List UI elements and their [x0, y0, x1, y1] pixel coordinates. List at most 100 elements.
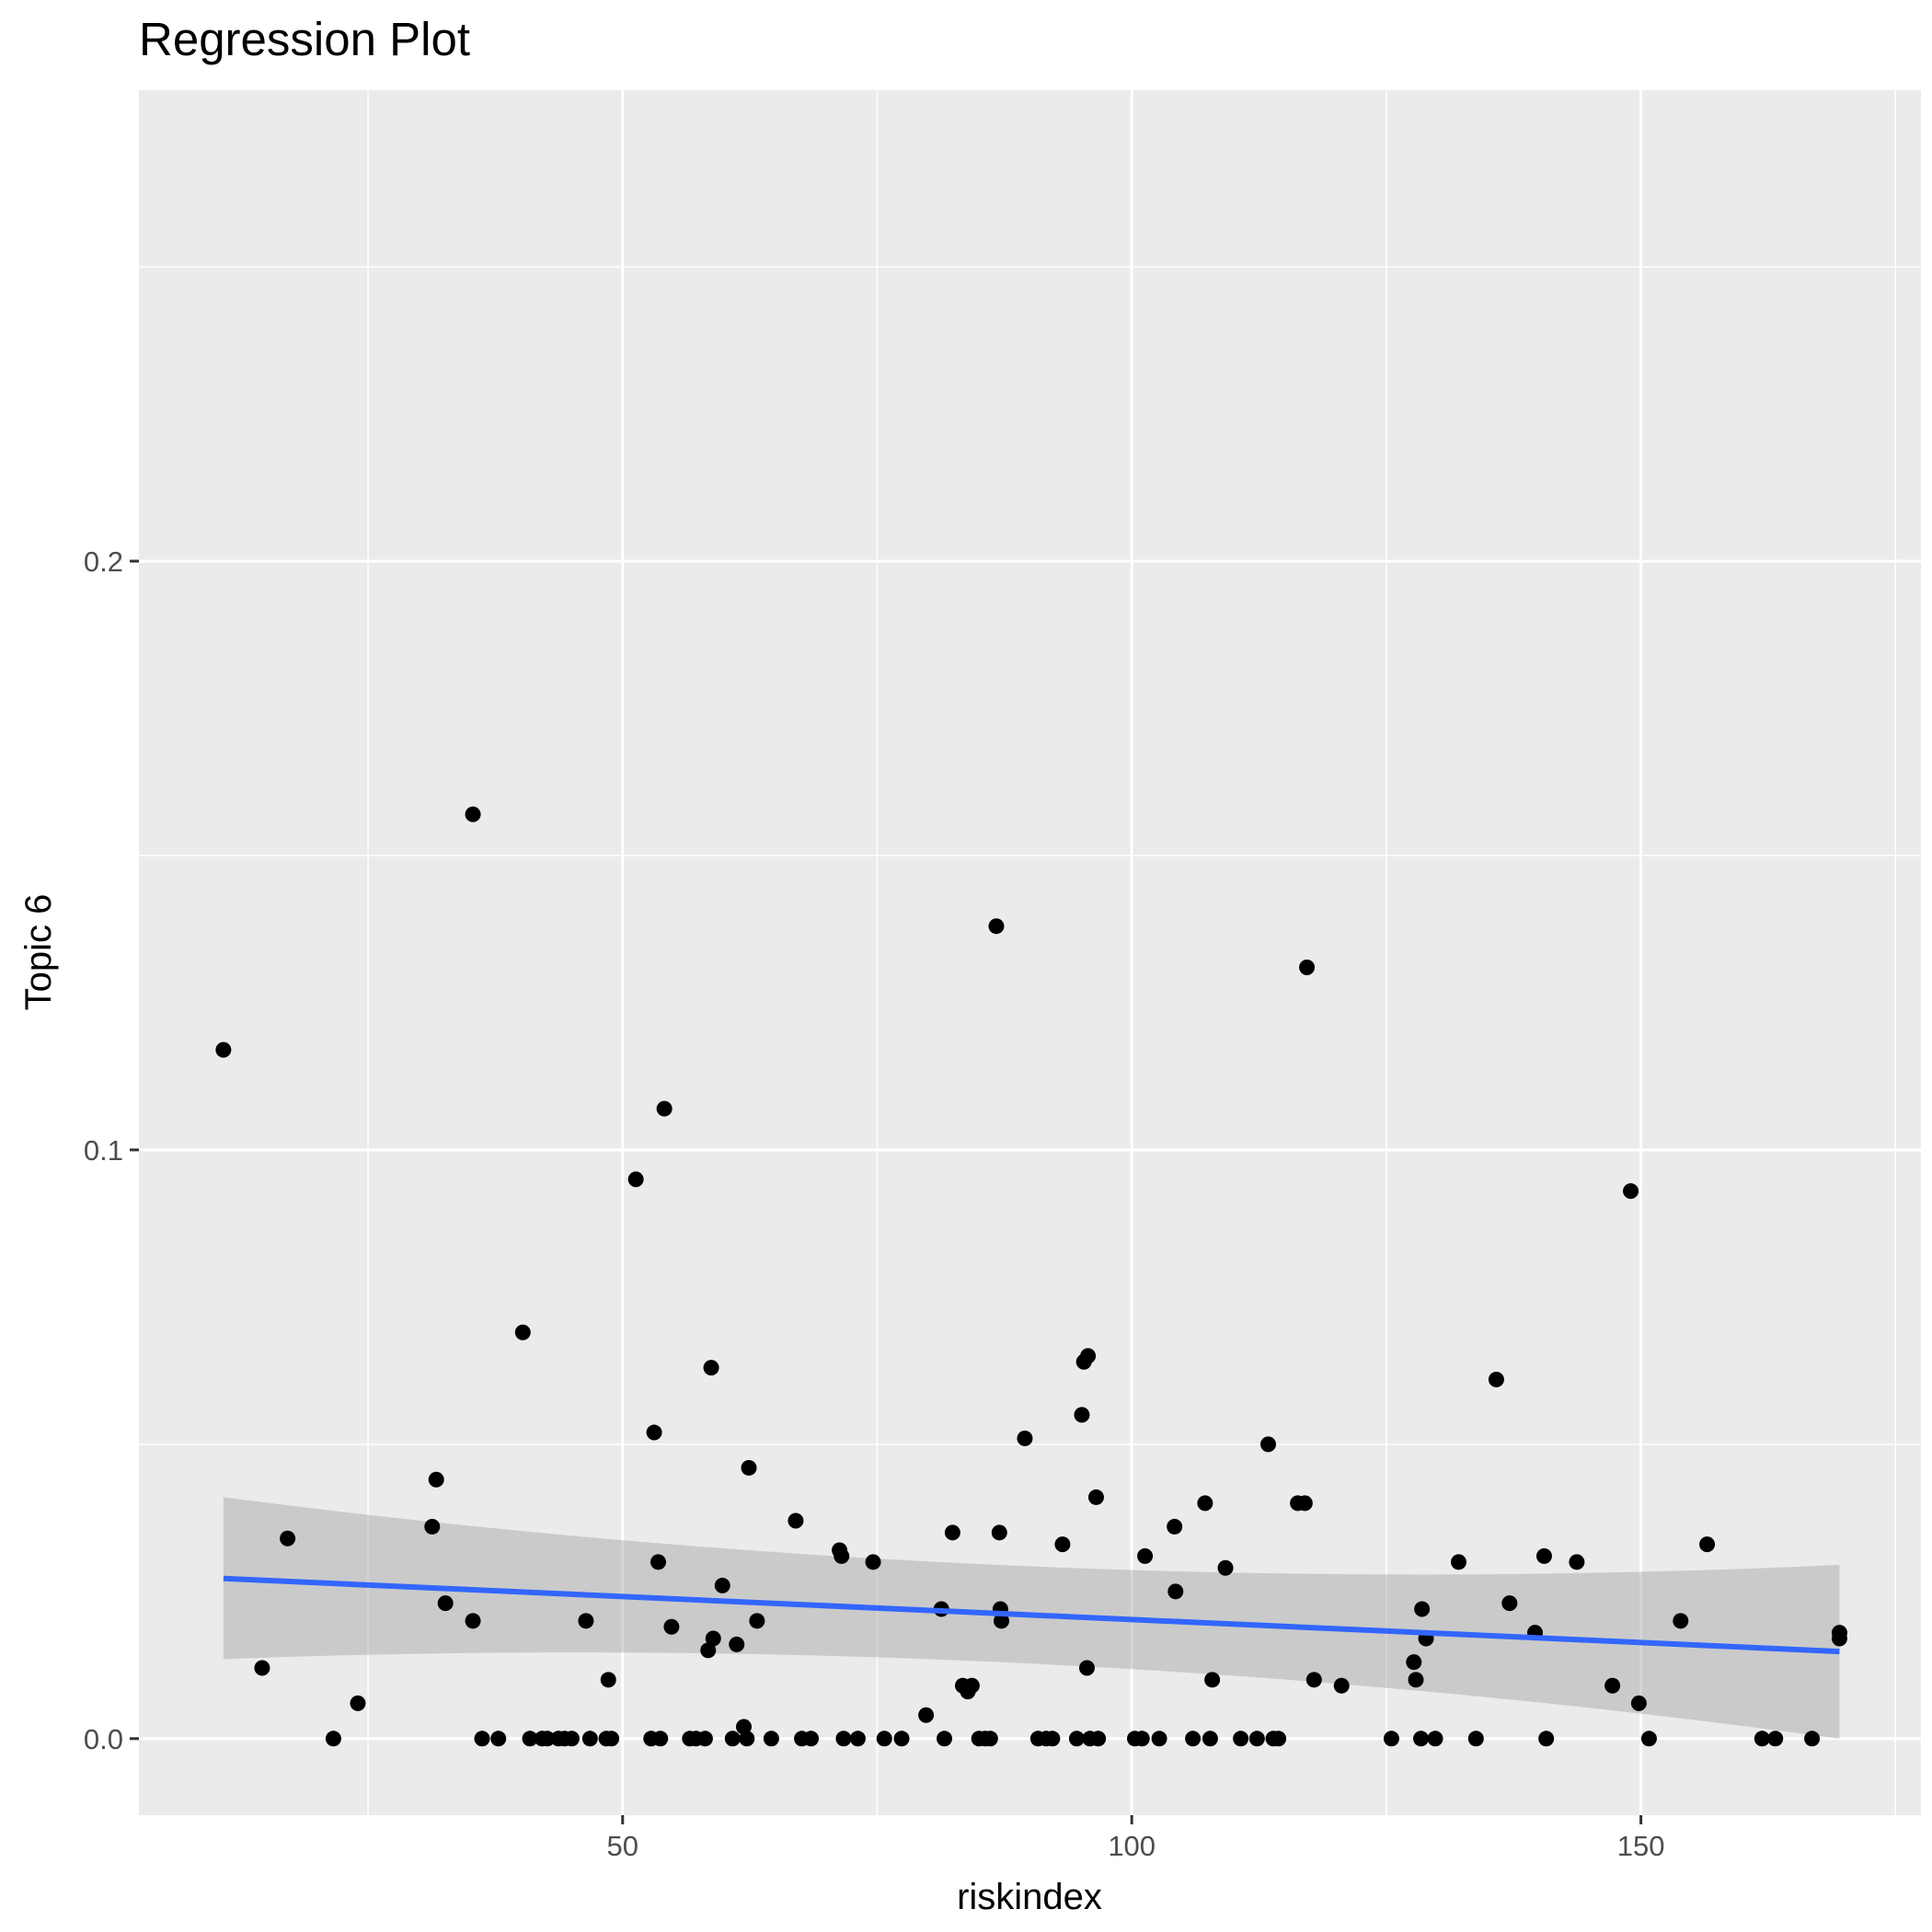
data-point: [1569, 1554, 1585, 1570]
data-point: [1630, 1695, 1647, 1711]
data-point: [876, 1731, 892, 1747]
data-point: [735, 1719, 752, 1735]
data-point: [514, 1324, 531, 1340]
x-tick-label: 150: [1617, 1830, 1665, 1862]
data-point: [1233, 1731, 1249, 1747]
data-point: [741, 1459, 757, 1476]
data-point: [325, 1731, 341, 1747]
data-point: [1202, 1731, 1218, 1747]
data-point: [696, 1731, 713, 1747]
data-point: [465, 1613, 481, 1629]
data-point: [1078, 1660, 1095, 1676]
data-point: [646, 1424, 662, 1441]
minor-gridlines: [139, 90, 1921, 1815]
data-point: [918, 1707, 935, 1723]
data-point: [834, 1547, 850, 1564]
data-point: [982, 1731, 998, 1747]
data-point: [749, 1613, 765, 1629]
data-point: [1467, 1731, 1484, 1747]
regression-line: [223, 1575, 1840, 1655]
scatter-points: [215, 806, 1847, 1747]
data-point: [1767, 1731, 1784, 1747]
data-point: [849, 1731, 866, 1747]
data-point: [991, 1524, 1007, 1541]
data-point: [1151, 1731, 1167, 1747]
data-point: [604, 1731, 620, 1747]
data-point: [474, 1731, 490, 1747]
data-point: [465, 806, 481, 822]
data-point: [1383, 1731, 1399, 1747]
data-point: [1017, 1430, 1033, 1446]
data-point: [1538, 1731, 1555, 1747]
data-point: [1501, 1595, 1518, 1612]
data-point: [600, 1672, 616, 1688]
data-point: [1450, 1554, 1466, 1570]
data-point: [893, 1731, 910, 1747]
data-point: [1831, 1625, 1847, 1641]
data-point: [656, 1100, 673, 1117]
data-point: [215, 1041, 232, 1058]
data-point: [1090, 1731, 1107, 1747]
data-point: [254, 1660, 270, 1676]
data-point: [700, 1642, 717, 1659]
data-point: [1623, 1183, 1639, 1200]
data-point: [963, 1677, 980, 1694]
x-tick-label: 50: [607, 1830, 638, 1862]
axes: 50 100 150 0.0 0.1 0.2: [84, 546, 1665, 1862]
data-point: [1197, 1495, 1213, 1512]
data-point: [522, 1731, 538, 1747]
data-point: [1640, 1731, 1657, 1747]
y-tick-label: 0.1: [84, 1134, 123, 1167]
data-point: [788, 1512, 804, 1529]
data-point: [988, 918, 1005, 935]
data-point: [539, 1731, 556, 1747]
data-point: [1488, 1371, 1504, 1387]
data-point: [994, 1613, 1010, 1629]
data-point: [714, 1577, 730, 1593]
confidence-band: [223, 1497, 1840, 1739]
data-point: [1427, 1731, 1443, 1747]
data-point: [1414, 1601, 1431, 1617]
data-point: [1137, 1547, 1154, 1564]
data-point: [937, 1731, 953, 1747]
data-point: [280, 1530, 296, 1547]
data-point: [1305, 1672, 1322, 1688]
data-point: [1804, 1731, 1821, 1747]
data-point: [652, 1731, 669, 1747]
data-point: [1260, 1436, 1277, 1453]
data-point: [490, 1731, 507, 1747]
data-point: [1296, 1495, 1313, 1512]
data-point: [1068, 1731, 1085, 1747]
y-tick-label: 0.0: [84, 1723, 123, 1755]
data-point: [1087, 1489, 1104, 1505]
data-point: [1167, 1583, 1184, 1600]
data-point: [663, 1618, 680, 1635]
data-point: [627, 1171, 644, 1188]
data-point: [1217, 1559, 1234, 1576]
x-axis-title: riskindex: [957, 1877, 1102, 1917]
data-point: [1535, 1547, 1552, 1564]
data-point: [428, 1471, 444, 1488]
data-point: [581, 1731, 598, 1747]
data-point: [703, 1360, 719, 1376]
y-tick-label: 0.2: [84, 546, 123, 578]
data-point: [1754, 1731, 1770, 1747]
data-point: [1271, 1731, 1287, 1747]
data-point: [1333, 1677, 1350, 1694]
data-point: [1604, 1677, 1621, 1694]
data-point: [1185, 1731, 1202, 1747]
data-point: [1204, 1672, 1221, 1688]
confidence-band-layer: [223, 1497, 1840, 1739]
data-point: [763, 1731, 779, 1747]
data-point: [1673, 1613, 1689, 1629]
major-gridlines: [139, 90, 1921, 1815]
data-point: [835, 1731, 852, 1747]
data-point: [1074, 1407, 1090, 1423]
data-point: [1406, 1654, 1422, 1671]
data-point: [803, 1731, 820, 1747]
data-point: [944, 1524, 960, 1541]
chart-title: Regression Plot: [139, 13, 470, 65]
data-point: [1408, 1672, 1424, 1688]
data-point: [1054, 1536, 1071, 1553]
data-point: [578, 1613, 594, 1629]
